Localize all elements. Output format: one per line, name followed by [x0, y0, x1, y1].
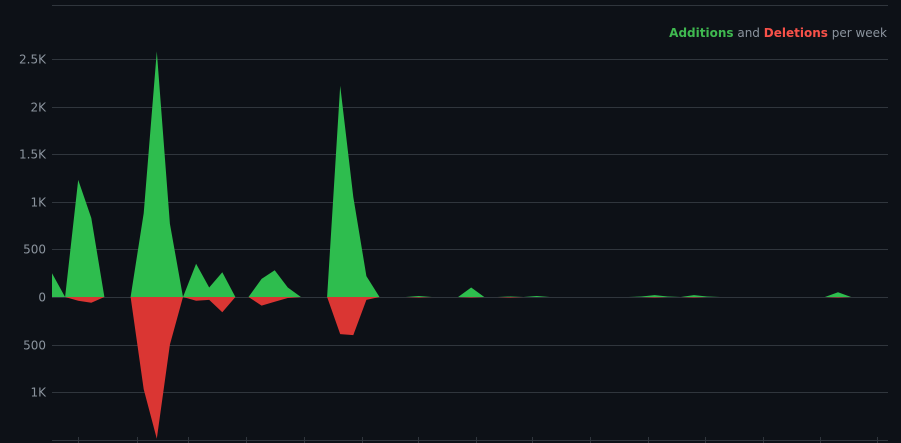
legend-joiner: and [737, 26, 760, 40]
y-tick-label: 1K [30, 386, 47, 400]
y-tick-label: 0 [38, 291, 46, 305]
series-deletions-area [52, 297, 878, 439]
chart-legend: Additions and Deletions per week [669, 26, 887, 40]
y-tick-label: 2K [30, 101, 47, 115]
y-tick-label: 500 [23, 339, 46, 353]
y-tick-label: 1.5K [19, 148, 47, 162]
y-tick-label: 500 [23, 243, 46, 257]
series-additions-area [52, 51, 878, 298]
y-tick-label: 1K [30, 196, 47, 210]
y-tick-label: 2.5K [19, 53, 47, 67]
legend-additions: Additions [669, 26, 734, 40]
legend-deletions: Deletions [763, 26, 828, 40]
legend-suffix: per week [831, 26, 887, 40]
